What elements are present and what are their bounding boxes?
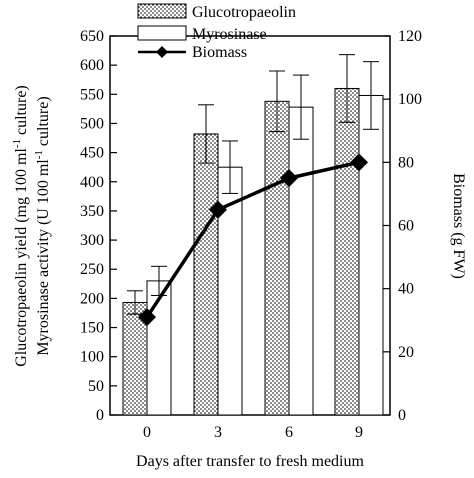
legend-swatch-myrosinase xyxy=(137,25,187,41)
bar-glucotropaeolin xyxy=(334,87,360,416)
biomass-line-group xyxy=(138,153,368,327)
legend-swatch-glucotropaeolin xyxy=(137,3,187,19)
biomass-point xyxy=(280,169,298,188)
bar-myrosinase xyxy=(358,94,384,416)
left-tick-label: 50 xyxy=(88,378,104,395)
left-tick-label: 600 xyxy=(80,57,104,74)
left-tick-label: 150 xyxy=(80,320,104,337)
legend-label-glucotropaeolin: Glucotropaeolin xyxy=(192,4,296,21)
right-tick-label: 120 xyxy=(398,28,422,45)
right-tick-label: 60 xyxy=(398,218,414,235)
bar-myrosinase xyxy=(288,106,314,416)
x-tick-label: 3 xyxy=(214,424,222,441)
y-axis-title-left: Glucotropaeolin yield (mg 100 ml-1 cultu… xyxy=(11,85,30,367)
x-tick-label: 0 xyxy=(143,424,151,441)
biomass-point xyxy=(138,308,156,327)
legend: Glucotropaeolin Myrosinase Biomass xyxy=(137,3,296,61)
left-tick-label: 450 xyxy=(80,145,104,162)
left-tick-label: 250 xyxy=(80,261,104,278)
left-tick-label: 300 xyxy=(80,232,104,249)
bar-myrosinase xyxy=(146,280,172,416)
left-tick-label: 650 xyxy=(80,28,104,45)
bar-glucotropaeolin xyxy=(264,100,290,416)
y-axis-title-right: Biomass (g FW) xyxy=(450,173,467,279)
right-axis: 0 20 40 60 80 100 120 xyxy=(383,28,422,424)
right-tick-label: 0 xyxy=(398,407,406,424)
x-tick-label: 6 xyxy=(285,424,293,441)
right-tick-label: 100 xyxy=(398,91,422,108)
biomass-point xyxy=(350,153,368,172)
right-tick-label: 40 xyxy=(398,281,414,298)
legend-label-biomass: Biomass xyxy=(192,44,247,61)
left-tick-label: 400 xyxy=(80,174,104,191)
biomass-line xyxy=(145,160,360,319)
bars-group xyxy=(122,54,384,416)
x-axis-title: Days after transfer to fresh medium xyxy=(136,453,364,470)
biomass-point xyxy=(209,200,227,219)
left-tick-label: 550 xyxy=(80,86,104,103)
left-tick-label: 0 xyxy=(96,407,104,424)
left-tick-label: 100 xyxy=(80,349,104,366)
right-tick-label: 80 xyxy=(398,154,414,171)
legend-label-myrosinase: Myrosinase xyxy=(192,26,267,43)
left-tick-label: 200 xyxy=(80,290,104,307)
left-axis: 0 50 100 150 200 250 300 350 400 450 500 550 600 650 xyxy=(80,28,117,424)
x-tick-label: 9 xyxy=(355,424,363,441)
left-tick-label: 350 xyxy=(80,203,104,220)
legend-swatch-biomass-marker xyxy=(156,46,168,58)
bar-glucotropaeolin xyxy=(193,133,219,416)
left-tick-label: 500 xyxy=(80,115,104,132)
x-axis: 0 3 6 9 xyxy=(143,409,363,441)
right-tick-label: 20 xyxy=(398,344,414,361)
bar-myrosinase xyxy=(217,166,243,416)
y-axis-title-left-secondary: Myrosinase activity (U 100 ml-1 culture) xyxy=(33,96,52,355)
